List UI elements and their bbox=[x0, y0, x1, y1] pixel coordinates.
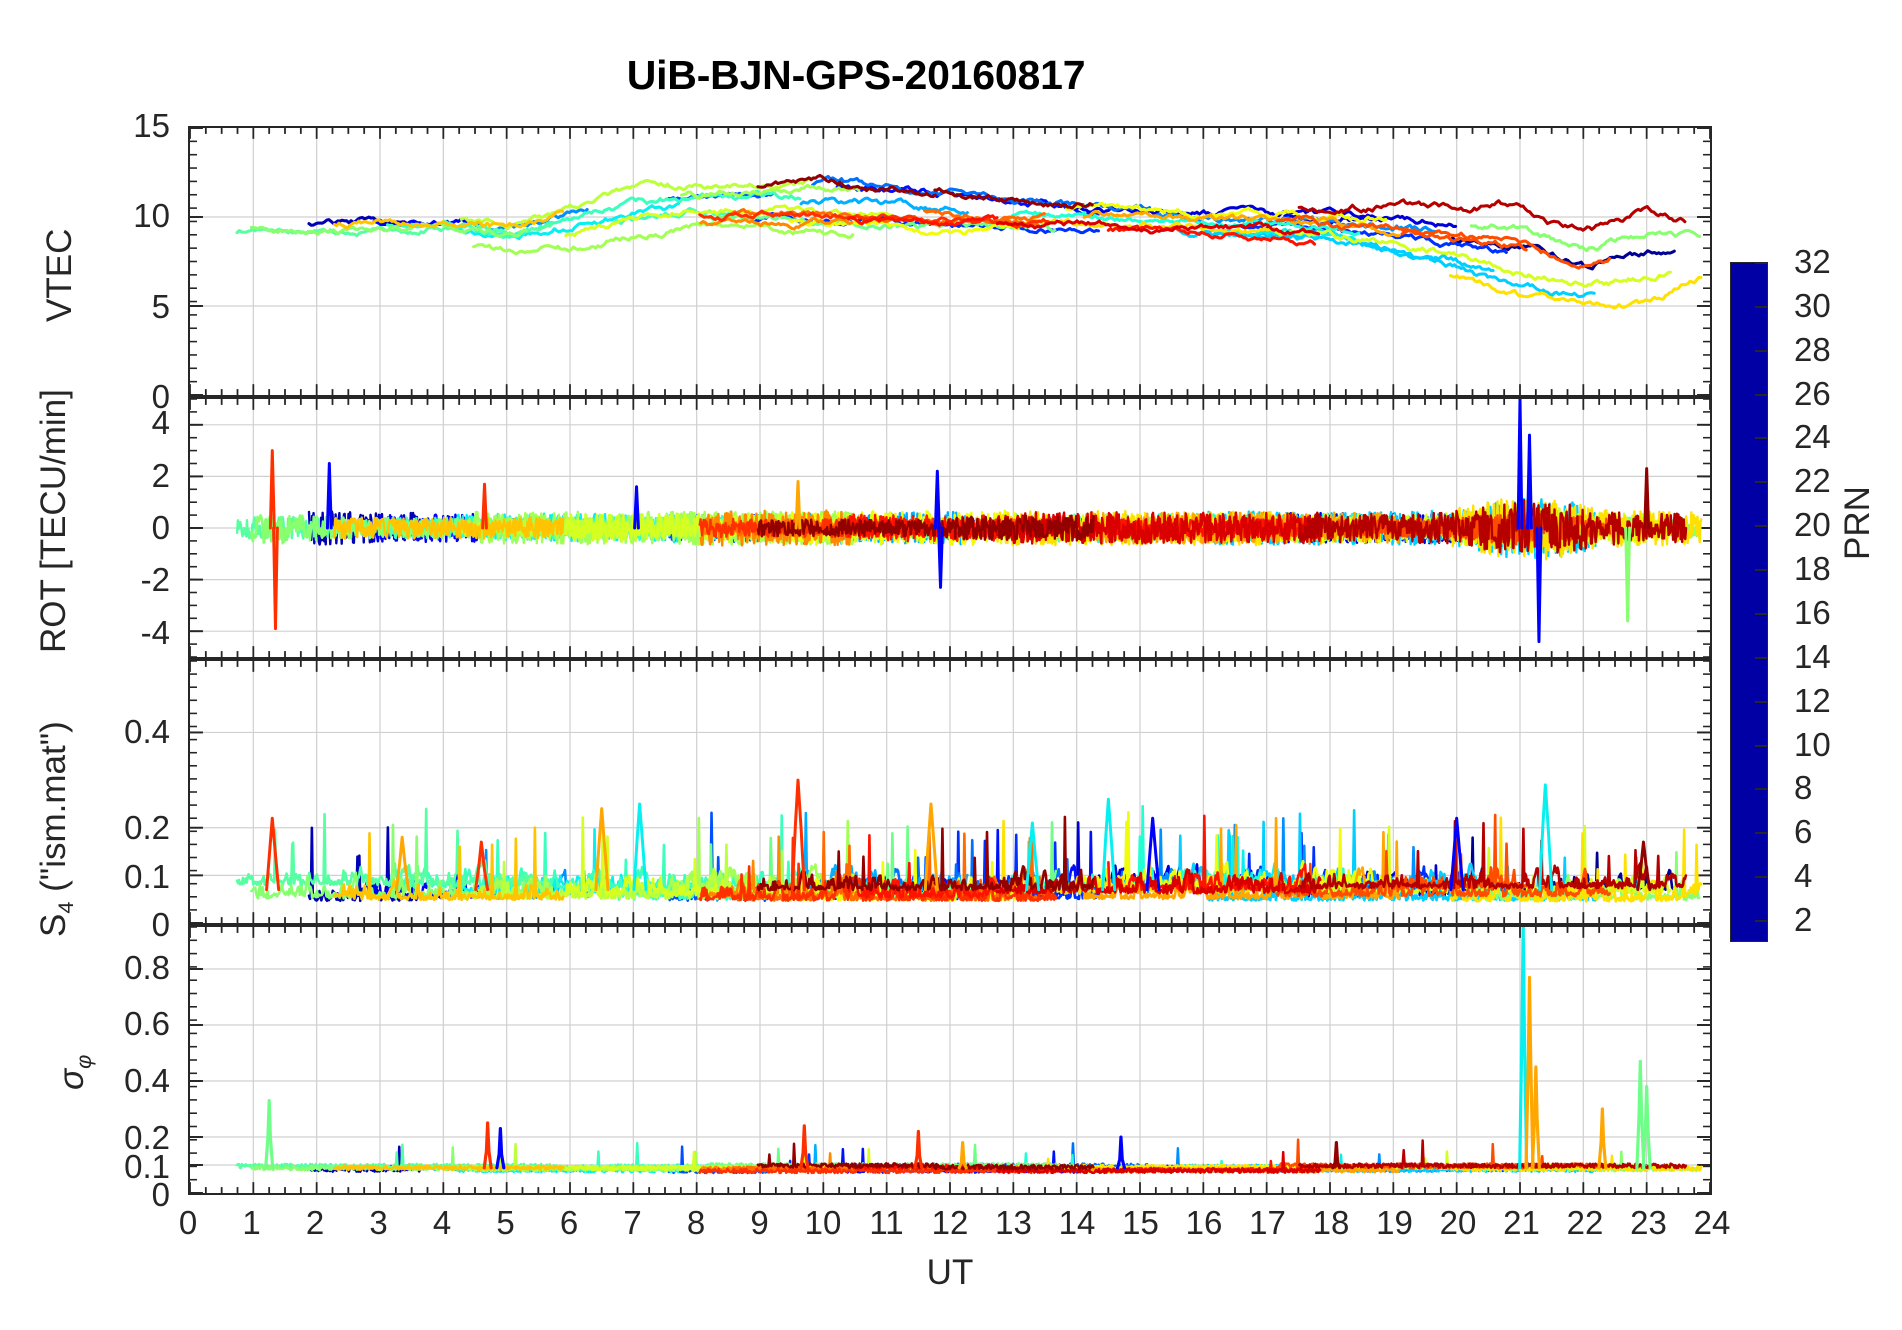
x-tick-18: 18 bbox=[1312, 1204, 1350, 1241]
rot-ytick--2: -2 bbox=[140, 561, 170, 599]
colorbar-tick-2: 2 bbox=[1794, 901, 1813, 939]
vtec-ytick-15: 15 bbox=[133, 107, 170, 144]
colorbar-tickmark-30 bbox=[1755, 305, 1768, 308]
colorbar-tickmark-20 bbox=[1755, 525, 1768, 528]
colorbar-tick-4: 4 bbox=[1794, 857, 1813, 895]
figure-title: UiB-BJN-GPS-20160817 bbox=[626, 52, 1086, 98]
x-tick-17: 17 bbox=[1249, 1204, 1286, 1241]
colorbar-tick-10: 10 bbox=[1794, 725, 1831, 763]
rot-ytick-2: 2 bbox=[151, 456, 170, 494]
x-tick-14: 14 bbox=[1058, 1204, 1096, 1241]
s4-ytick-0.2: 0.2 bbox=[124, 809, 170, 847]
x-axis-label: UT bbox=[926, 1253, 974, 1292]
rot-plot-area bbox=[190, 399, 1710, 657]
x-tick-16: 16 bbox=[1185, 1204, 1223, 1241]
s4-ytick-0: 0 bbox=[151, 906, 170, 943]
colorbar-tick-24: 24 bbox=[1794, 418, 1831, 456]
vtec-ytick-0: 0 bbox=[151, 378, 170, 415]
sigmaphi-ytick-0.1: 0.1 bbox=[124, 1147, 170, 1185]
colorbar-tickmark-6 bbox=[1755, 832, 1768, 835]
colorbar-tick-8: 8 bbox=[1794, 769, 1813, 807]
colorbar-tickmark-22 bbox=[1755, 481, 1768, 484]
x-tick-15: 15 bbox=[1122, 1204, 1159, 1241]
x-tick-21: 21 bbox=[1503, 1204, 1540, 1241]
colorbar-tick-30: 30 bbox=[1794, 286, 1831, 324]
rot-ytick--4: -4 bbox=[140, 613, 170, 651]
vtec-plot-area bbox=[190, 128, 1710, 395]
sigma-phi-plot-area bbox=[190, 927, 1710, 1193]
colorbar-tickmark-32 bbox=[1755, 262, 1768, 264]
colorbar-tick-14: 14 bbox=[1794, 637, 1831, 675]
colorbar-tickmark-12 bbox=[1755, 700, 1768, 703]
colorbar-tickmark-26 bbox=[1755, 393, 1768, 396]
s4-ytick-0.4: 0.4 bbox=[124, 712, 170, 750]
colorbar-tick-labels: 2 4 6 8 10 12 14 16 18 20 22 24 26 28 30 32 bbox=[1772, 245, 1862, 942]
x-tick-labels: 0 1 2 3 4 5 6 7 8 9 10 11 12 13 14 15 16 17 18 19 20 21 22 23 24 bbox=[179, 1203, 1731, 1247]
colorbar-tick-18: 18 bbox=[1794, 550, 1831, 588]
x-tick-4: 4 bbox=[432, 1204, 452, 1241]
sigmaphi-ytick-0.4: 0.4 bbox=[124, 1062, 170, 1100]
rot-ytick-4: 4 bbox=[151, 404, 170, 442]
x-tick-12: 12 bbox=[931, 1204, 969, 1241]
colorbar-tick-20: 20 bbox=[1794, 506, 1831, 544]
x-tick-6: 6 bbox=[559, 1204, 579, 1241]
x-tick-9: 9 bbox=[750, 1204, 769, 1241]
x-tick-8: 8 bbox=[686, 1204, 706, 1241]
x-tick-23: 23 bbox=[1630, 1204, 1667, 1241]
x-tick-11: 11 bbox=[869, 1204, 904, 1241]
colorbar-tickmark-18 bbox=[1755, 569, 1768, 572]
panel-sigma-phi bbox=[188, 925, 1712, 1195]
sigmaphi-ytick-0.8: 0.8 bbox=[124, 948, 170, 986]
x-tick-20: 20 bbox=[1439, 1204, 1477, 1241]
s4-ytick-0.1: 0.1 bbox=[124, 857, 170, 895]
colorbar-tick-12: 12 bbox=[1794, 681, 1831, 719]
colorbar-tickmark-4 bbox=[1755, 876, 1768, 879]
vtec-ytick-5: 5 bbox=[151, 287, 170, 325]
colorbar[interactable] bbox=[1730, 262, 1768, 942]
colorbar-tickmark-2 bbox=[1755, 920, 1768, 923]
sigmaphi-ytick-0.6: 0.6 bbox=[124, 1005, 170, 1043]
colorbar-tickmark-8 bbox=[1755, 788, 1768, 791]
x-tick-3: 3 bbox=[369, 1204, 388, 1241]
panel-rot bbox=[188, 397, 1712, 659]
x-tick-2: 2 bbox=[305, 1204, 325, 1241]
colorbar-tick-28: 28 bbox=[1794, 330, 1831, 368]
colorbar-tick-22: 22 bbox=[1794, 462, 1831, 500]
x-tick-5: 5 bbox=[496, 1204, 515, 1241]
x-tick-13: 13 bbox=[995, 1204, 1032, 1241]
panel-vtec bbox=[188, 126, 1712, 397]
x-tick-1: 1 bbox=[242, 1204, 261, 1241]
colorbar-tick-16: 16 bbox=[1794, 593, 1831, 631]
colorbar-tick-32: 32 bbox=[1794, 243, 1831, 280]
x-tick-0: 0 bbox=[178, 1204, 198, 1241]
x-tick-10: 10 bbox=[804, 1204, 842, 1241]
rot-ytick-0: 0 bbox=[151, 509, 170, 546]
colorbar-tickmark-16 bbox=[1755, 612, 1768, 615]
panel-s4 bbox=[188, 659, 1712, 925]
colorbar-tick-26: 26 bbox=[1794, 374, 1831, 412]
sigmaphi-ytick-0.2: 0.2 bbox=[124, 1119, 170, 1157]
colorbar-tickmark-10 bbox=[1755, 744, 1768, 747]
colorbar-tickmark-28 bbox=[1755, 349, 1768, 352]
x-tick-19: 19 bbox=[1376, 1204, 1413, 1241]
x-tick-22: 22 bbox=[1566, 1204, 1604, 1241]
sigmaphi-ytick-0: 0 bbox=[151, 1176, 170, 1213]
colorbar-axis-label: PRN bbox=[1838, 486, 1877, 560]
vtec-ytick-10: 10 bbox=[133, 197, 170, 235]
colorbar-tick-6: 6 bbox=[1794, 813, 1813, 851]
x-tick-24: 24 bbox=[1693, 1204, 1731, 1241]
x-tick-7: 7 bbox=[623, 1204, 642, 1241]
colorbar-tickmark-14 bbox=[1755, 656, 1768, 659]
s4-plot-area bbox=[190, 661, 1710, 923]
colorbar-tickmark-24 bbox=[1755, 437, 1768, 440]
